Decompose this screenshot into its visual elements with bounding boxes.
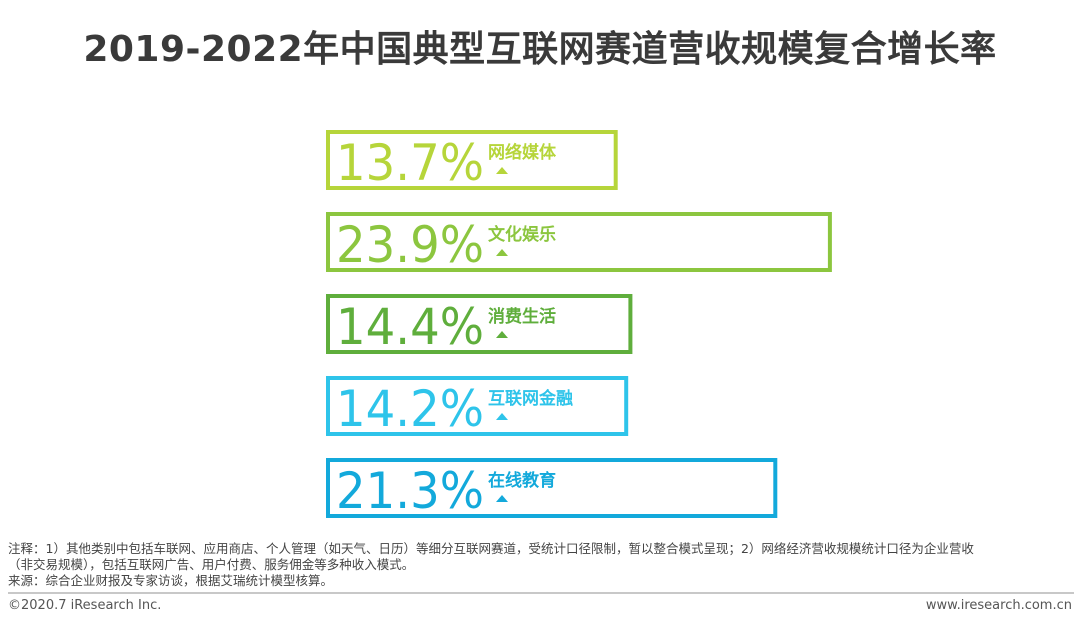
category-label-5: 在线教育	[488, 470, 556, 491]
note-line-1: 注释：1）其他类别中包括车联网、应用商店、个人管理（如天气、日历）等细分互联网赛…	[8, 541, 974, 556]
up-arrow-icon	[496, 249, 508, 256]
bar-1	[326, 130, 618, 190]
footer-divider	[8, 592, 1074, 594]
category-label-2: 文化娱乐	[488, 224, 556, 245]
value-label-1: 13.7%	[336, 134, 484, 192]
copyright-text: ©2020.7 iResearch Inc.	[8, 598, 162, 613]
website-link[interactable]: www.iresearch.com.cn	[925, 598, 1072, 613]
chart-notes: 注释：1）其他类别中包括车联网、应用商店、个人管理（如天气、日历）等细分互联网赛…	[8, 541, 1068, 589]
bar-3	[326, 294, 633, 354]
source-line: 来源：综合企业财报及专家访谈，根据艾瑞统计模型核算。	[8, 573, 334, 588]
category-label-4: 互联网金融	[488, 388, 573, 409]
chart-title: 2019-2022年中国典型互联网赛道营收规模复合增长率	[83, 29, 997, 70]
bar-2	[326, 212, 832, 272]
up-arrow-icon	[496, 413, 508, 420]
category-label-3: 消费生活	[488, 306, 556, 327]
note-line-2: （非交易规模），包括互联网广告、用户付费、服务佣金等多种收入模式。	[8, 557, 415, 572]
value-label-4: 14.2%	[336, 380, 484, 438]
value-label-5: 21.3%	[336, 462, 484, 520]
bar-5	[326, 458, 778, 518]
value-label-3: 14.4%	[336, 298, 484, 356]
up-arrow-icon	[496, 495, 508, 502]
up-arrow-icon	[496, 331, 508, 338]
up-arrow-icon	[496, 167, 508, 174]
category-label-1: 网络媒体	[488, 142, 557, 163]
value-label-2: 23.9%	[336, 216, 484, 274]
bar-4	[326, 376, 629, 436]
